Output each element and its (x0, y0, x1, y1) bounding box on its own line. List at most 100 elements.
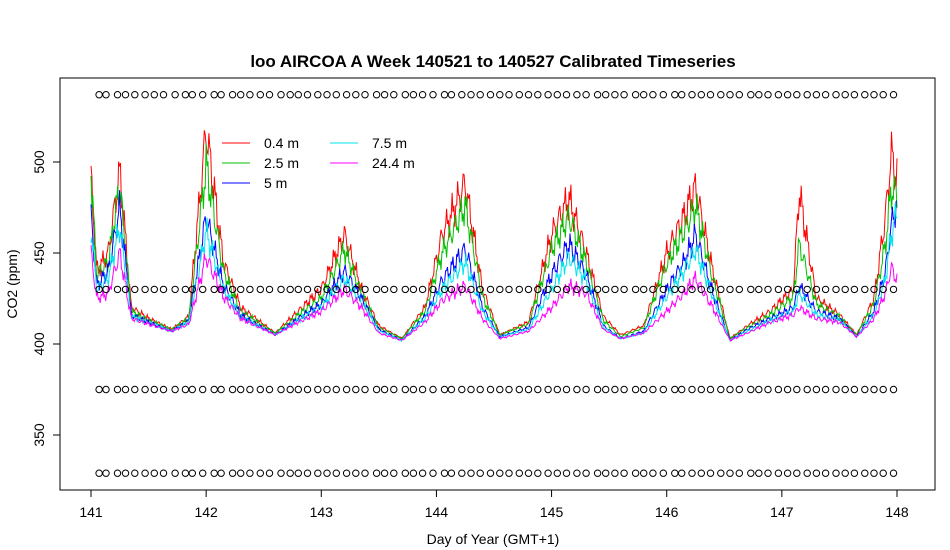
marker-point (486, 385, 495, 394)
marker-point (210, 385, 218, 394)
marker-point (706, 91, 715, 99)
marker-point (631, 91, 640, 99)
marker-point (476, 91, 484, 99)
marker-point (764, 285, 772, 294)
marker-point (303, 385, 312, 394)
marker-point (246, 285, 254, 294)
marker-point (121, 91, 130, 99)
marker-point (294, 285, 302, 294)
marker-point (314, 469, 322, 477)
marker-point (171, 91, 179, 99)
marker-point (303, 285, 312, 294)
marker-point (764, 385, 772, 394)
y-axis-label: CO2 (ppm) (4, 249, 20, 318)
marker-point (755, 469, 763, 477)
marker-point (113, 91, 122, 99)
marker-point (870, 385, 878, 394)
marker-point (409, 285, 418, 294)
marker-point (764, 91, 772, 99)
marker-point (277, 469, 285, 477)
marker-point (447, 91, 456, 99)
marker-point (447, 285, 456, 294)
marker-point (323, 469, 331, 477)
marker-point (688, 385, 696, 394)
marker-point (688, 285, 696, 294)
marker-point (352, 91, 360, 99)
marker-point (640, 469, 648, 477)
marker-point (95, 469, 103, 477)
marker-point (593, 385, 602, 394)
marker-point (323, 385, 331, 394)
marker-point (141, 385, 149, 394)
legend-label: 24.4 m (372, 155, 415, 171)
marker-point (418, 385, 427, 394)
marker-point (735, 385, 743, 394)
marker-point (821, 469, 830, 477)
marker-point (418, 469, 427, 477)
marker-point (409, 91, 418, 99)
marker-point (850, 469, 859, 477)
marker-point (372, 285, 381, 294)
marker-point (181, 385, 190, 394)
marker-point (562, 385, 571, 394)
series-line-2-5-m (90, 143, 898, 340)
marker-point (102, 91, 110, 99)
marker-point (141, 91, 149, 99)
marker-point (803, 385, 811, 394)
marker-point (314, 285, 322, 294)
marker-point (671, 469, 679, 477)
marker-point (850, 285, 859, 294)
marker-point (199, 285, 207, 294)
marker-point (467, 285, 475, 294)
marker-point (688, 91, 696, 99)
marker-point (812, 285, 821, 294)
marker-point (803, 91, 811, 99)
marker-point (553, 91, 561, 99)
marker-point (237, 385, 245, 394)
marker-point (640, 385, 648, 394)
marker-point (102, 285, 110, 294)
marker-point (237, 91, 245, 99)
marker-point (649, 91, 657, 99)
marker-point (697, 385, 705, 394)
y-tick-label: 400 (31, 332, 47, 356)
marker-point (467, 385, 475, 394)
marker-point (553, 385, 561, 394)
marker-point (659, 469, 667, 477)
marker-point (141, 285, 149, 294)
marker-point (640, 91, 648, 99)
marker-point (277, 385, 285, 394)
marker-point (121, 385, 130, 394)
marker-point (476, 385, 484, 394)
marker-point (582, 285, 590, 294)
marker-point (841, 469, 849, 477)
marker-point (562, 469, 571, 477)
marker-point (764, 469, 772, 477)
marker-point (171, 385, 179, 394)
marker-point (678, 469, 686, 477)
marker-point (131, 469, 139, 477)
marker-point (352, 285, 360, 294)
marker-point (256, 385, 264, 394)
marker-point (150, 91, 159, 99)
marker-point (418, 285, 427, 294)
y-tick-label: 350 (31, 423, 47, 447)
marker-point (649, 385, 657, 394)
marker-point (562, 285, 571, 294)
marker-point (735, 91, 743, 99)
marker-point (447, 469, 456, 477)
marker-point (332, 285, 340, 294)
y-tick-label: 500 (31, 150, 47, 174)
marker-point (188, 91, 197, 99)
marker-point (870, 469, 878, 477)
marker-point (755, 285, 763, 294)
marker-point (390, 469, 398, 477)
x-tick-label: 148 (885, 504, 909, 520)
marker-point (697, 285, 705, 294)
marker-point (534, 385, 542, 394)
marker-point (256, 91, 264, 99)
marker-point (544, 91, 552, 99)
marker-point (141, 469, 149, 477)
marker-point (294, 385, 302, 394)
marker-point (620, 469, 628, 477)
